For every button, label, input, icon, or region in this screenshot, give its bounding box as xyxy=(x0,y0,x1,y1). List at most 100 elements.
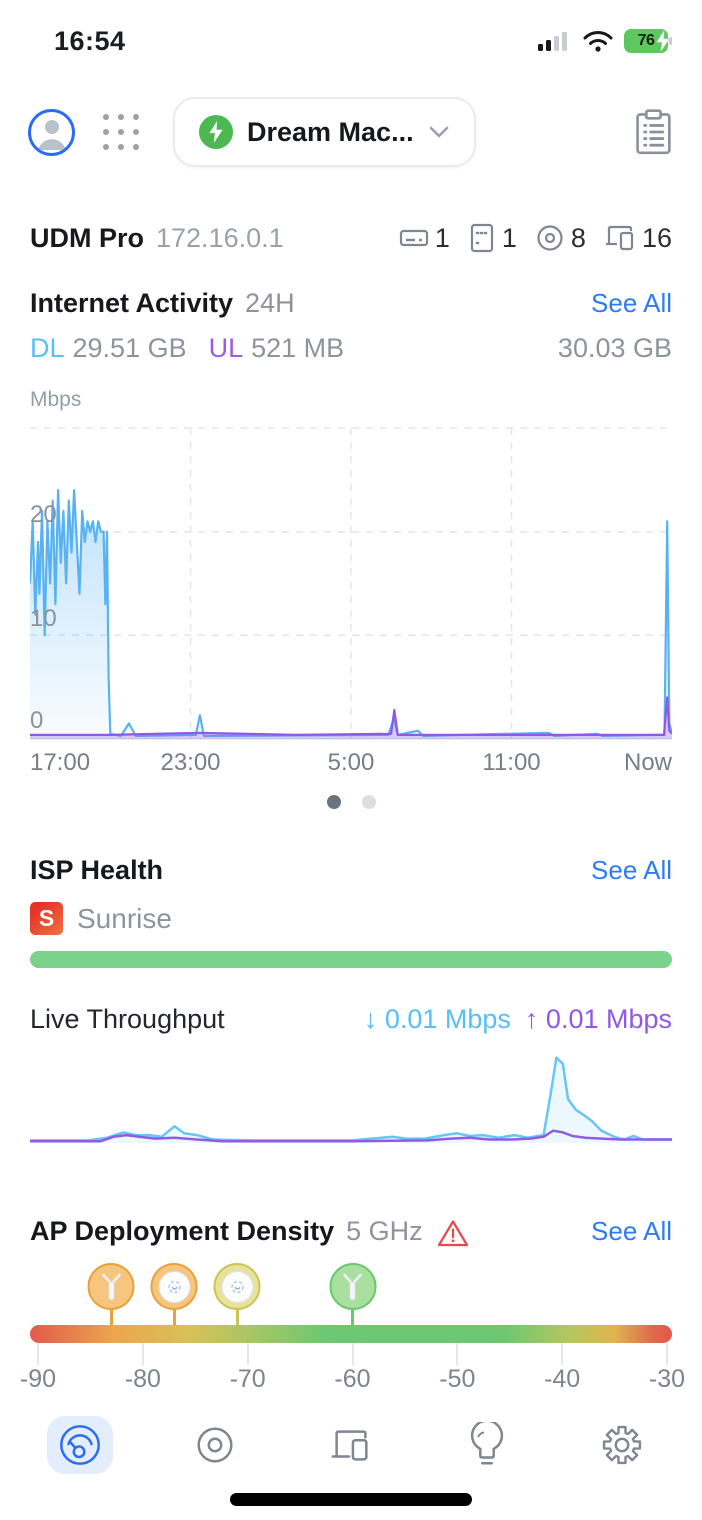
x-tick: 17:00 xyxy=(30,749,91,776)
up-arrow-icon: ↑ xyxy=(524,1004,539,1034)
cellular-signal-icon xyxy=(538,32,567,51)
site-status-icon xyxy=(199,115,233,149)
ap-bubble-antenna-ap[interactable] xyxy=(329,1263,376,1327)
scale-label: -60 xyxy=(334,1365,371,1393)
switch-count: 1 xyxy=(467,222,517,254)
tab-insights[interactable] xyxy=(454,1416,520,1474)
wifi-icon xyxy=(583,31,613,52)
x-tick: 23:00 xyxy=(160,749,221,776)
charging-bolt-icon xyxy=(656,31,670,51)
y-axis-unit-label: Mbps xyxy=(30,388,82,411)
access-point-count: 8 xyxy=(534,222,586,254)
ap-density-see-all-link[interactable]: See All xyxy=(591,1216,672,1246)
console-name: UDM Pro xyxy=(30,222,144,253)
y-tick: 0 xyxy=(30,707,44,734)
internet-activity-see-all-link[interactable]: See All xyxy=(591,288,672,318)
scale-tick xyxy=(456,1343,459,1365)
page-dot-active[interactable] xyxy=(326,795,341,809)
scale-label: -70 xyxy=(229,1365,266,1393)
band-label: 5 GHz xyxy=(346,1216,423,1246)
clients-devices-icon xyxy=(331,1430,368,1461)
download-total: 29.51 GB xyxy=(72,333,187,363)
section-title: Internet Activity xyxy=(30,288,234,318)
clients-count: 16 xyxy=(603,222,672,254)
ap-bubble-disc-ap[interactable] xyxy=(150,1263,198,1327)
carousel-pagination[interactable] xyxy=(0,795,702,809)
dashboard-gauge-icon xyxy=(59,1425,100,1465)
gateway-icon xyxy=(399,229,428,247)
insights-bulb-icon xyxy=(470,1422,503,1465)
access-point-icon xyxy=(197,1427,233,1463)
internet-activity-stats: DL 29.51 GB UL 521 MB 30.03 GB xyxy=(30,333,672,364)
scale-label: -30 xyxy=(648,1365,686,1393)
isp-health-see-all-link[interactable]: See All xyxy=(591,855,672,885)
x-axis-labels: 17:00 23:00 5:00 11:00 Now xyxy=(30,749,672,779)
isp-logo: S xyxy=(30,902,63,935)
tab-clients[interactable] xyxy=(318,1416,384,1474)
rssi-gradient-bar xyxy=(30,1325,672,1343)
switch-icon xyxy=(470,223,493,253)
site-name: Dream Mac... xyxy=(247,116,414,147)
battery-icon: 76 xyxy=(624,29,676,53)
y-tick: 20 xyxy=(30,501,57,528)
upload-rate: ↑ 0.01 Mbps xyxy=(524,1004,672,1034)
down-arrow-icon: ↓ xyxy=(363,1004,378,1034)
scale-tick xyxy=(141,1343,144,1365)
home-indicator[interactable] xyxy=(230,1493,472,1506)
status-bar: 16:54 76 xyxy=(0,0,702,58)
warning-icon xyxy=(437,1220,468,1247)
tab-devices[interactable] xyxy=(182,1416,248,1474)
app-switcher-grid-icon[interactable] xyxy=(103,114,139,150)
live-throughput-header: Live Throughput ↓ 0.01 Mbps ↑ 0.01 Mbps xyxy=(30,1004,672,1035)
x-tick: Now xyxy=(623,749,672,776)
scale-label: -80 xyxy=(124,1365,161,1393)
ap-density-header: AP Deployment Density 5 GHz See All xyxy=(30,1216,672,1247)
header: Dream Mac... xyxy=(28,96,674,168)
scale-tick xyxy=(561,1343,564,1365)
y-tick: 10 xyxy=(30,605,57,632)
scale-tick xyxy=(37,1343,39,1365)
scale-label: -50 xyxy=(439,1365,476,1393)
clock: 16:54 xyxy=(54,25,126,56)
upload-sparkline xyxy=(30,1129,672,1143)
chart-gridlines xyxy=(30,427,672,739)
account-avatar[interactable] xyxy=(28,108,75,156)
bottom-tab-bar xyxy=(12,1413,690,1477)
isp-health-header: ISP Health See All xyxy=(30,855,672,886)
scale-tick xyxy=(246,1343,249,1365)
live-throughput-chart xyxy=(30,1051,672,1146)
period-label: 24H xyxy=(245,288,295,318)
isp-health-bar xyxy=(30,951,672,968)
page-dot[interactable] xyxy=(361,795,376,809)
x-tick: 5:00 xyxy=(327,749,375,776)
isp-name: Sunrise xyxy=(77,902,172,934)
scale-label: -40 xyxy=(544,1365,581,1393)
ap-density-gauge: -90 -80 -70 -60 -50 -40 -30 xyxy=(20,1263,685,1393)
access-point-icon xyxy=(537,225,563,251)
internet-activity-chart[interactable]: 20 10 0 xyxy=(30,418,672,743)
console-ip: 172.16.0.1 xyxy=(156,222,284,253)
download-sparkline xyxy=(30,1056,672,1142)
tab-settings[interactable] xyxy=(589,1416,655,1474)
download-rate: ↓ 0.01 Mbps xyxy=(363,1004,511,1034)
upload-line xyxy=(30,696,672,736)
console-summary[interactable]: UDM Pro 172.16.0.1 1 1 xyxy=(30,222,672,254)
notes-clipboard-icon[interactable] xyxy=(634,109,674,155)
section-title: AP Deployment Density xyxy=(30,1216,335,1246)
site-switcher[interactable]: Dream Mac... xyxy=(173,97,476,167)
scale-label: -90 xyxy=(19,1365,57,1393)
gateway-count: 1 xyxy=(398,223,450,254)
ap-bubble-antenna-ap[interactable] xyxy=(87,1263,135,1327)
download-label: DL xyxy=(30,333,65,363)
scale-tick xyxy=(666,1343,668,1365)
person-icon xyxy=(37,120,66,150)
rssi-scale-labels: -90 -80 -70 -60 -50 -40 -30 xyxy=(20,1365,685,1393)
isp-provider-row: S Sunrise xyxy=(30,902,672,935)
tab-dashboard[interactable] xyxy=(46,1416,113,1474)
live-throughput-title: Live Throughput xyxy=(30,1004,225,1034)
ap-bubble-disc-ap[interactable] xyxy=(213,1263,261,1327)
upload-total: 521 MB xyxy=(251,333,345,363)
download-area xyxy=(30,490,672,739)
section-title: ISP Health xyxy=(30,855,164,885)
x-tick: 11:00 xyxy=(482,749,541,776)
